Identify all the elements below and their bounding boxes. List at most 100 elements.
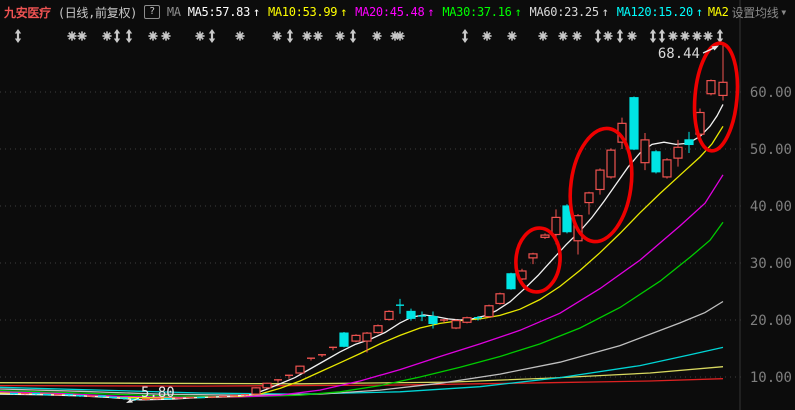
candle	[318, 354, 326, 358]
candle-body	[428, 315, 438, 325]
candle	[230, 395, 238, 397]
event-star-marker[interactable]	[195, 31, 205, 41]
event-star-marker[interactable]	[302, 31, 312, 41]
candle	[120, 397, 128, 400]
candle	[528, 252, 538, 265]
event-star-marker[interactable]	[161, 31, 171, 41]
event-star-marker[interactable]	[395, 31, 405, 41]
ma-legend-value: MA5:57.83	[187, 5, 251, 19]
candle	[718, 43, 728, 101]
star-spoke	[314, 32, 322, 40]
event-star-marker[interactable]	[507, 31, 517, 41]
event-star-marker[interactable]	[538, 31, 548, 41]
star-spoke	[604, 32, 612, 40]
event-star-marker[interactable]	[668, 31, 678, 41]
event-star-marker[interactable]	[603, 31, 613, 41]
candle-body	[506, 273, 516, 290]
event-star-marker[interactable]	[627, 31, 637, 41]
ma-settings-button[interactable]: 设置均线 ▼	[732, 4, 787, 21]
candle-body	[495, 293, 505, 305]
event-updown-marker[interactable]	[14, 29, 22, 43]
candle	[396, 298, 404, 314]
candle	[164, 397, 172, 400]
star-spoke	[103, 32, 111, 40]
event-star-marker[interactable]	[482, 31, 492, 41]
candle	[186, 396, 194, 399]
star-spoke	[149, 32, 157, 40]
event-updown-marker[interactable]	[649, 29, 657, 43]
event-star-marker[interactable]	[558, 31, 568, 41]
star-spoke	[539, 32, 547, 40]
event-star-marker[interactable]	[372, 31, 382, 41]
event-star-marker[interactable]	[335, 31, 345, 41]
candle-body	[406, 310, 416, 319]
event-updown-marker[interactable]	[658, 29, 666, 43]
candle	[219, 395, 227, 398]
ma-line-ma20	[0, 174, 724, 399]
candle	[274, 379, 282, 383]
event-updown-marker[interactable]	[113, 29, 121, 43]
candle-body	[484, 305, 494, 318]
header-bar: 九安医疗 (日线,前复权) ? MA MA5:57.83 ↑ MA10:53.99 ↑…	[4, 3, 795, 21]
axis-tick-label: 50.00	[750, 142, 792, 158]
event-updown-marker[interactable]	[208, 29, 216, 43]
axis-tick-label: 40.00	[750, 199, 792, 215]
candle-body	[262, 382, 272, 389]
candle	[506, 272, 516, 290]
event-updown-marker[interactable]	[286, 29, 294, 43]
low-arrow-head	[126, 399, 133, 403]
event-star-marker[interactable]	[572, 31, 582, 41]
help-icon[interactable]: ?	[144, 5, 160, 19]
high-price-label: 68.44	[658, 46, 700, 62]
highlight-ellipse	[514, 226, 562, 294]
event-star-marker[interactable]	[148, 31, 158, 41]
candle	[562, 204, 572, 234]
event-updown-marker[interactable]	[616, 29, 624, 43]
star-spoke	[508, 32, 516, 40]
ma-legend: MA5:57.83 ↑ MA10:53.99 ↑ MA20:45.48 ↑ MA30:37.…	[188, 5, 703, 19]
star-spoke	[669, 32, 677, 40]
candle-body	[551, 216, 561, 236]
candle	[584, 191, 594, 215]
candle	[285, 374, 293, 379]
event-star-marker[interactable]	[680, 31, 690, 41]
star-spoke	[68, 32, 76, 40]
event-updown-marker[interactable]	[349, 29, 357, 43]
event-star-marker[interactable]	[77, 31, 87, 41]
event-updown-marker[interactable]	[594, 29, 602, 43]
candle	[406, 308, 416, 321]
star-spoke	[573, 32, 581, 40]
event-star-marker[interactable]	[703, 31, 713, 41]
trend-up-arrow-icon: ↑	[601, 5, 609, 19]
candle	[295, 365, 305, 374]
candle	[329, 346, 337, 351]
candle	[87, 395, 95, 397]
candle	[495, 292, 505, 305]
dropdown-arrow-icon: ▼	[781, 7, 786, 17]
trend-up-arrow-icon: ↑	[514, 5, 522, 19]
candle	[307, 357, 315, 361]
event-star-marker[interactable]	[67, 31, 77, 41]
event-star-marker[interactable]	[102, 31, 112, 41]
event-star-marker[interactable]	[692, 31, 702, 41]
event-star-marker[interactable]	[313, 31, 323, 41]
star-spoke	[681, 32, 689, 40]
event-updown-marker[interactable]	[125, 29, 133, 43]
high-arrow-head	[711, 45, 719, 51]
candle	[373, 324, 383, 334]
candle	[32, 392, 40, 396]
axis-tick-label: 60.00	[750, 85, 792, 101]
candle-body	[640, 139, 650, 164]
candle	[462, 316, 472, 324]
event-star-marker[interactable]	[272, 31, 282, 41]
highlight-ellipse	[568, 126, 634, 244]
candle	[241, 393, 249, 397]
ma-legend-item: MA20:45.48 ↑	[355, 5, 434, 19]
event-updown-marker[interactable]	[461, 29, 469, 43]
candle-body	[662, 159, 672, 178]
candle-body	[451, 319, 461, 329]
event-star-marker[interactable]	[235, 31, 245, 41]
candle	[384, 310, 394, 321]
event-updown-marker[interactable]	[716, 29, 724, 43]
